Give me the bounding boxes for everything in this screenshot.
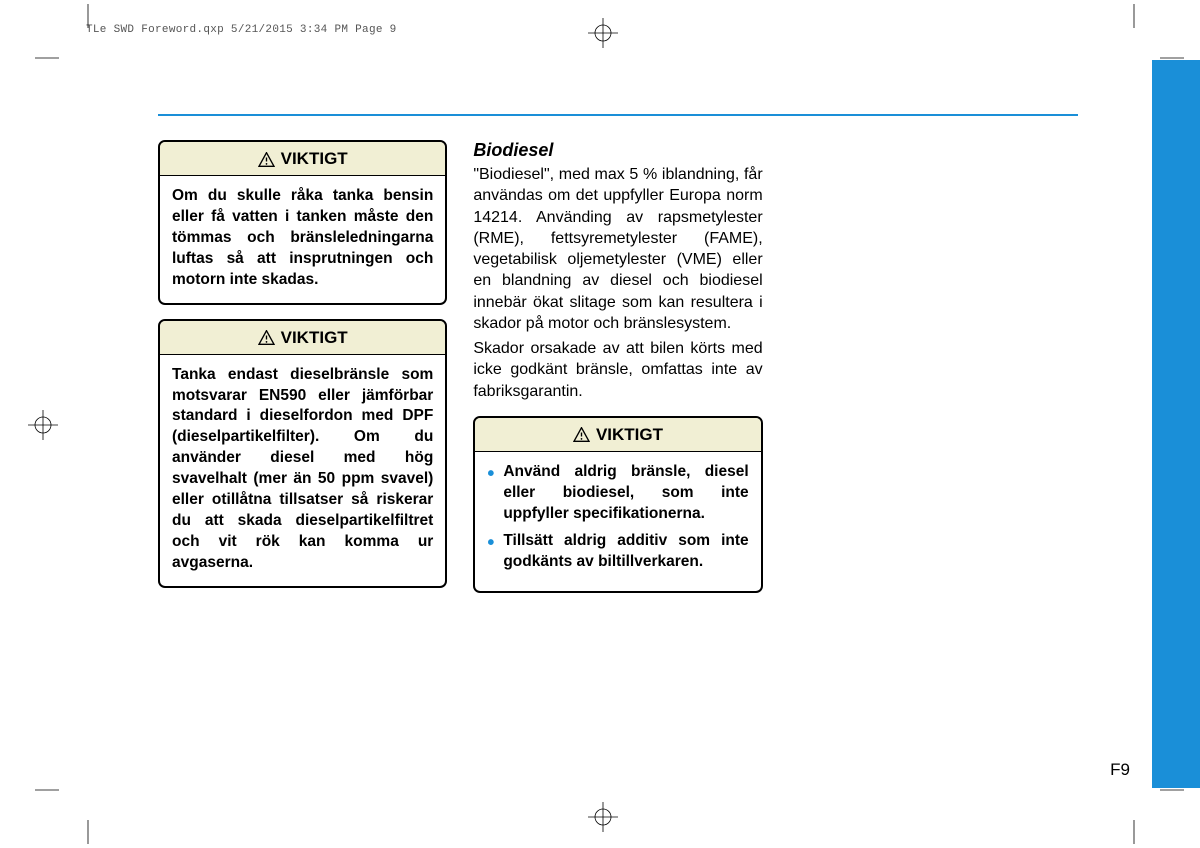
notice-heading: VIKTIGT <box>160 142 445 176</box>
crop-mark-br <box>1124 810 1144 844</box>
notice-title: VIKTIGT <box>281 149 348 169</box>
notice-box-3: VIKTIGT Använd aldrig bränsle, diesel el… <box>473 416 762 593</box>
warning-icon <box>258 152 275 167</box>
paragraph: "Biodiesel", med max 5 % iblandning, får… <box>473 164 762 334</box>
bullet-item: Tillsätt aldrig additiv som inte godkänt… <box>487 531 748 573</box>
crop-mark-bl <box>35 780 69 800</box>
notice-title: VIKTIGT <box>281 328 348 348</box>
notice-box-1: VIKTIGT Om du skulle råka tanka bensin e… <box>158 140 447 305</box>
reg-target-bottom <box>588 802 618 832</box>
page-number: F9 <box>1110 760 1130 780</box>
crop-mark-tl2 <box>78 4 98 38</box>
header-rule <box>158 114 1078 116</box>
bullet-item: Använd aldrig bränsle, diesel eller biod… <box>487 462 748 525</box>
notice-heading: VIKTIGT <box>475 418 760 452</box>
notice-box-2: VIKTIGT Tanka endast dieselbränsle som m… <box>158 319 447 588</box>
notice-heading: VIKTIGT <box>160 321 445 355</box>
notice-body: Använd aldrig bränsle, diesel eller biod… <box>475 452 760 591</box>
paragraph: Skador orsakade av att bilen körts med i… <box>473 338 762 402</box>
notice-body: Om du skulle råka tanka bensin eller få … <box>160 176 445 303</box>
section-tab <box>1152 60 1200 788</box>
warning-icon <box>573 427 590 442</box>
column-2: Biodiesel "Biodiesel", med max 5 % iblan… <box>473 140 762 607</box>
reg-target-left <box>28 410 58 440</box>
notice-body: Tanka endast dieselbränsle som motsvarar… <box>160 355 445 586</box>
column-3 <box>789 140 1078 607</box>
reg-target-top <box>588 18 618 48</box>
crop-mark-bl2 <box>78 810 98 844</box>
warning-icon <box>258 330 275 345</box>
page-content: VIKTIGT Om du skulle råka tanka bensin e… <box>86 60 1114 788</box>
column-1: VIKTIGT Om du skulle råka tanka bensin e… <box>158 140 447 607</box>
section-heading: Biodiesel <box>473 140 762 161</box>
print-slug: TLe SWD Foreword.qxp 5/21/2015 3:34 PM P… <box>86 24 397 36</box>
crop-mark-tl <box>35 48 69 68</box>
notice-title: VIKTIGT <box>596 425 663 445</box>
crop-mark-tr <box>1124 4 1144 38</box>
